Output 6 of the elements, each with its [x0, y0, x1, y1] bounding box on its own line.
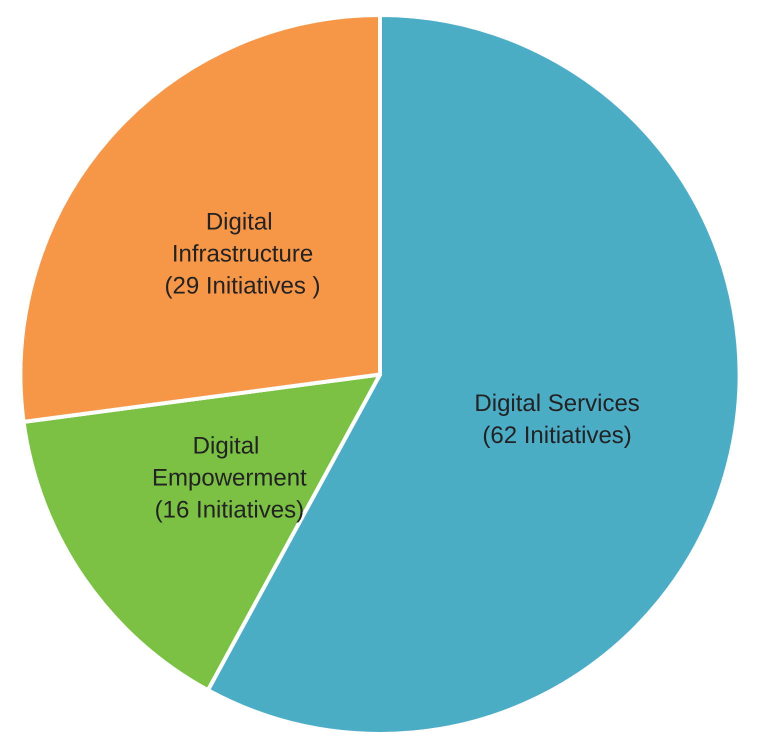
data-label: (29 Initiatives )	[164, 272, 321, 300]
slice-label: Digital Services	[474, 390, 640, 418]
slice-label: Digital Infrastructure	[172, 208, 314, 268]
data-label: (16 Initiatives)	[154, 496, 304, 524]
slice-label: Digital Empowerment	[152, 432, 308, 492]
data-label: (62 Initiatives)	[482, 422, 632, 450]
